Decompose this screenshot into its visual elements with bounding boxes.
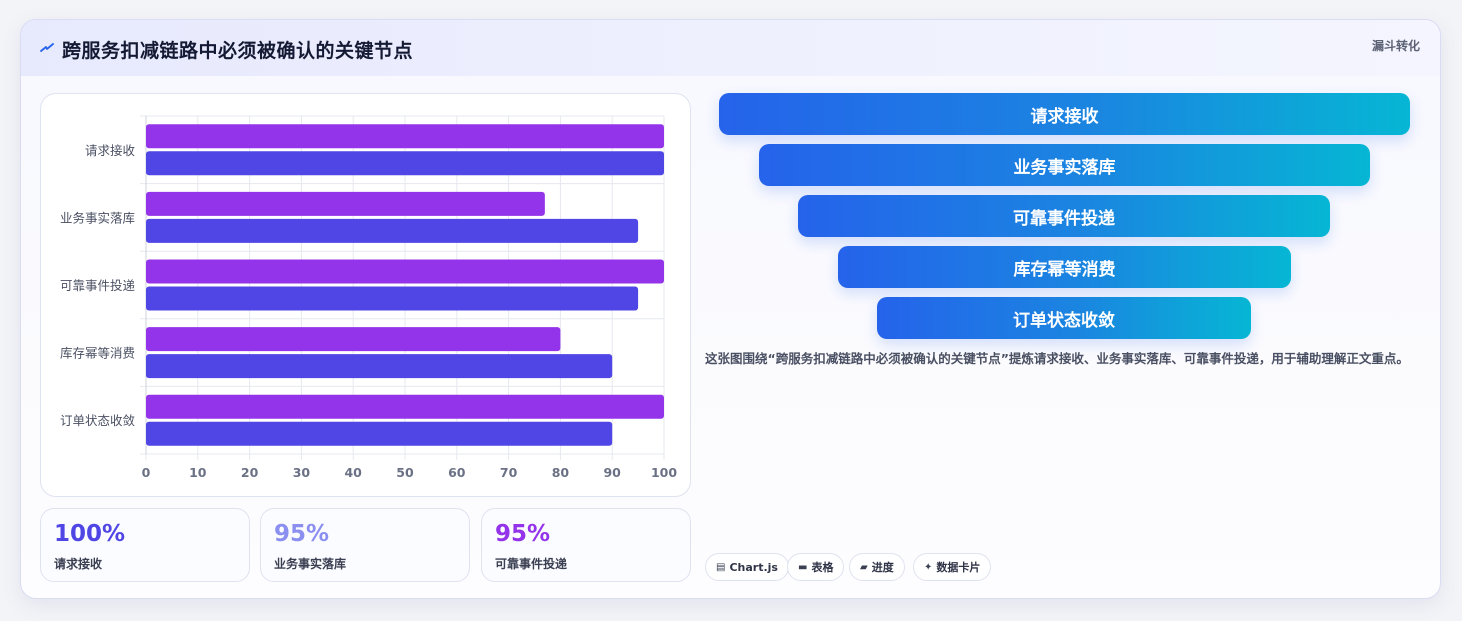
- chart-description: 这张图围绕“跨服务扣减链路中必须被确认的关键节点”提炼请求接收、业务事实落库、可…: [705, 351, 1409, 366]
- stat-label: 可靠事件投递: [495, 557, 568, 571]
- y-tick-label: 可靠事件投递: [60, 278, 136, 293]
- x-tick-label: 80: [552, 465, 570, 480]
- bar-chart-svg: 0 10 20 30 40 50 60 70 80 90 100 请求接收业务事实落库可靠事件投递库存…: [60, 115, 677, 480]
- progress-icon: ▰: [860, 561, 868, 573]
- stat-label: 业务事实落库: [274, 557, 347, 571]
- bar-chart: 0 10 20 30 40 50 60 70 80 90 100 请求接收业务事实落库 可靠事件投递 库存…: [40, 93, 691, 497]
- stat-label: 请求接收: [54, 557, 103, 571]
- chart-type-badge: 漏斗转化: [1371, 39, 1420, 53]
- tag-data-card: ✦ 数据卡片: [913, 553, 992, 581]
- tag-chartjs: ▤ Chart.js: [705, 553, 789, 581]
- x-tick-label: 20: [241, 465, 259, 480]
- stat-card-3: 95% 可靠事件投递: [481, 508, 691, 582]
- tag-progress: ▰ 进度: [849, 553, 905, 581]
- x-tick-label: 40: [344, 465, 362, 480]
- x-tick-label: 50: [396, 465, 414, 480]
- x-tick-label: 0: [142, 465, 151, 480]
- tag-label: 进度: [871, 561, 894, 574]
- y-tick-label: 订单状态收敛: [60, 413, 136, 428]
- card-header: 跨服务扣减链路中必须被确认的关键节点 漏斗转化: [21, 20, 1440, 76]
- x-tick-label: 30: [293, 465, 311, 480]
- tag-label: 表格: [811, 561, 834, 574]
- x-tick-label: 10: [189, 465, 207, 480]
- funnel-step-3: 可靠事件投递: [798, 195, 1330, 237]
- sparkle-icon: ✦: [924, 561, 933, 573]
- bar: [146, 218, 639, 243]
- stat-value: 95%: [274, 521, 330, 547]
- table-icon: ▬: [798, 561, 808, 573]
- y-tick-label: 请求接收: [85, 143, 136, 158]
- bar: [146, 327, 561, 352]
- bolt-icon: [40, 43, 54, 52]
- bar: [146, 124, 664, 149]
- tag-label: Chart.js: [729, 560, 778, 574]
- tag-label: 数据卡片: [936, 561, 981, 574]
- x-tick-label: 60: [448, 465, 466, 480]
- x-tick-label: 90: [603, 465, 621, 480]
- bar: [146, 259, 664, 284]
- y-tick-label: 业务事实落库: [60, 210, 135, 225]
- stat-card-1: 100% 请求接收: [40, 508, 250, 582]
- stat-value: 95%: [495, 521, 551, 547]
- bar: [146, 354, 613, 379]
- page-title: 跨服务扣减链路中必须被确认的关键节点: [62, 40, 414, 62]
- bar: [146, 394, 664, 419]
- funnel-step-2: 业务事实落库: [759, 144, 1370, 186]
- x-tick-label: 70: [500, 465, 518, 480]
- x-tick-label: 100: [651, 465, 677, 480]
- tag-table: ▬ 表格: [787, 553, 845, 581]
- funnel-step-1: 请求接收: [719, 93, 1410, 135]
- bar: [146, 191, 545, 216]
- bar: [146, 421, 613, 446]
- bar: [146, 151, 664, 176]
- stat-card-2: 95% 业务事实落库: [260, 508, 470, 582]
- stat-value: 100%: [54, 521, 126, 547]
- figure-card: 跨服务扣减链路中必须被确认的关键节点 漏斗转化 0 10 20 30 40 50 60 70 8…: [20, 19, 1441, 599]
- funnel-step-4: 库存幂等消费: [838, 246, 1291, 288]
- y-tick-label: 库存幂等消费: [60, 346, 135, 361]
- funnel-step-5: 订单状态收敛: [877, 297, 1251, 339]
- chart-icon: ▤: [716, 561, 726, 573]
- bar: [146, 286, 639, 311]
